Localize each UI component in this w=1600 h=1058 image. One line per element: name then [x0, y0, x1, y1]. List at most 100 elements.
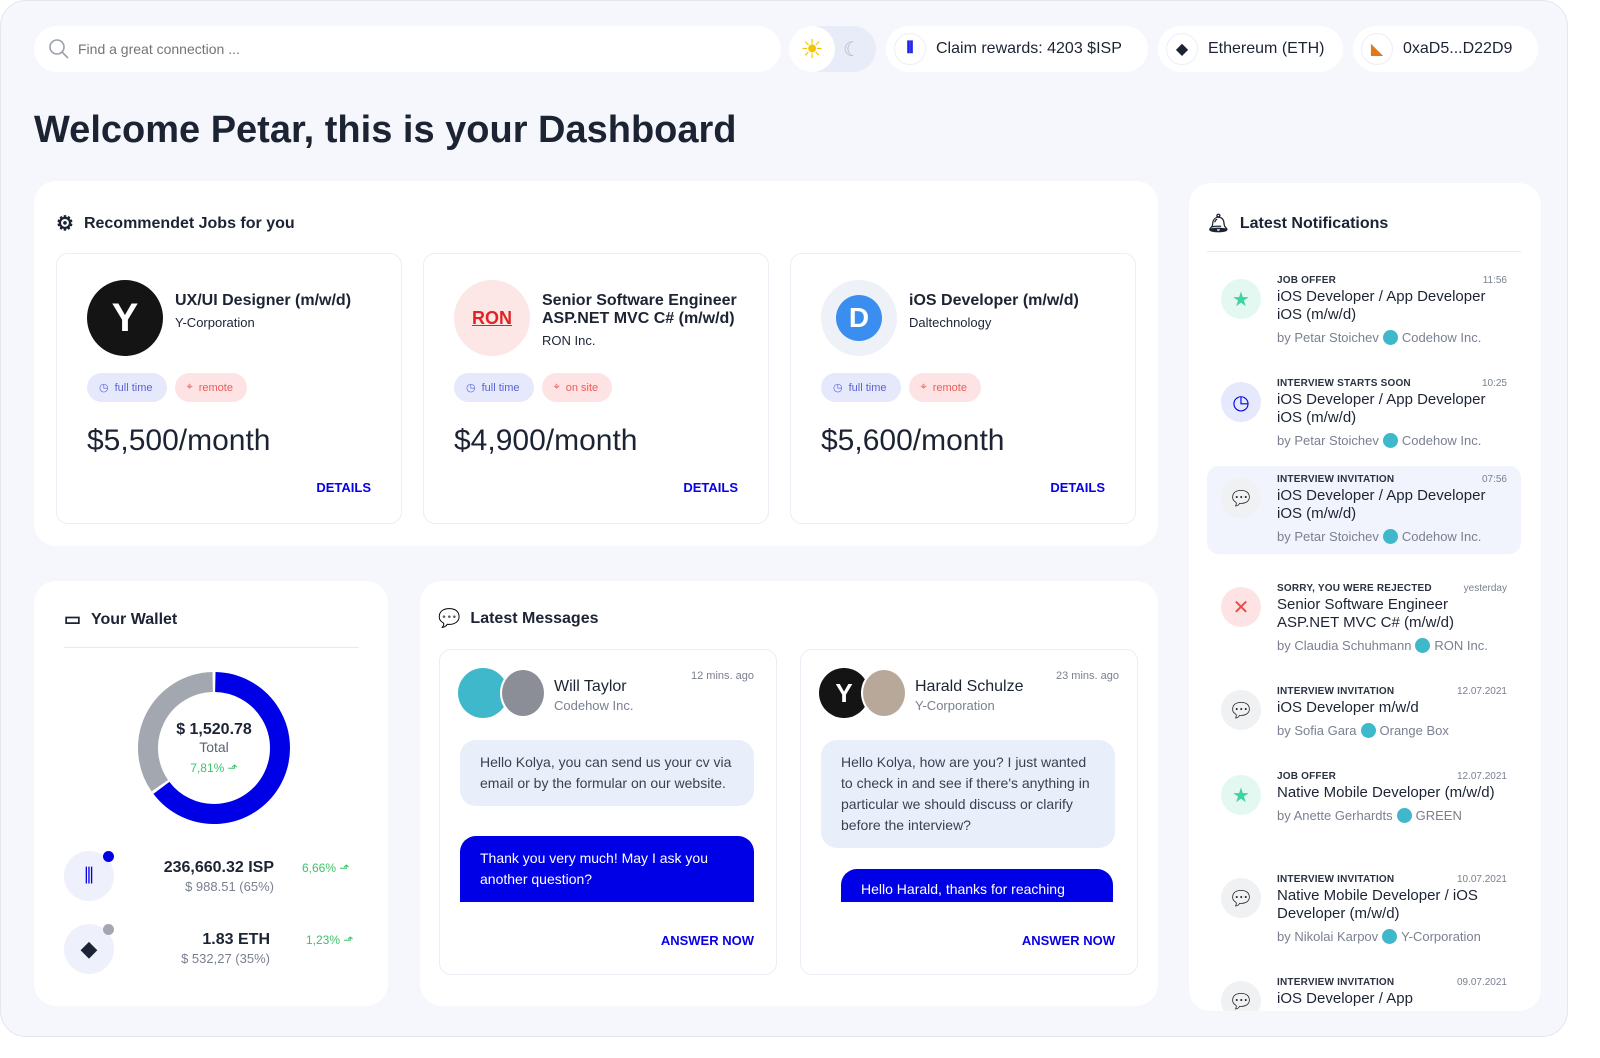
salary: $5,500/month	[87, 424, 271, 457]
donut-slice-eth	[138, 672, 214, 792]
job-title: Senior Software Engineer ASP.NET MVC C# …	[542, 292, 737, 327]
details-link[interactable]: DETAILS	[683, 480, 738, 495]
notification-company: GREEN	[1415, 808, 1462, 823]
notification-company: Codehow Inc.	[1401, 529, 1482, 544]
notification-author: by Claudia Schuhmann	[1277, 638, 1412, 653]
asset-amount: 1.83 ETH	[202, 931, 270, 948]
location-pin-icon: ⌖	[920, 381, 927, 393]
job-card[interactable]: D iOS Developer (m/w/d) Daltechnology ◷ fu…	[790, 253, 1136, 524]
theme-toggle[interactable]: ☀ ☾	[789, 26, 876, 72]
claim-rewards-button[interactable]: ⦀ Claim rewards: 4203 $ISP	[886, 26, 1148, 72]
notification-company: Y-Corporation	[1401, 929, 1481, 944]
notification-kind: INTERVIEW INVITATION	[1277, 474, 1395, 485]
company-logo	[458, 668, 508, 718]
incoming-message: Hello Kolya, how are you? I just wanted …	[821, 740, 1115, 848]
network-selector[interactable]: ◆ Ethereum (ETH)	[1158, 26, 1343, 72]
notification-title: iOS Developer / App Developer iOS (m/w/d…	[1277, 288, 1486, 323]
company-name: Daltechnology	[909, 315, 992, 330]
details-link[interactable]: DETAILS	[316, 480, 371, 495]
clock-icon: ◷	[1221, 382, 1261, 422]
bell-icon: 🔔︎	[1207, 213, 1230, 233]
message-card[interactable]: Will Taylor Codehow Inc. 12 mins. ago He…	[439, 649, 777, 975]
asset-value: $ 532,27 (35%)	[181, 951, 270, 966]
message-time: 12 mins. ago	[691, 670, 754, 682]
answer-now-button[interactable]: ANSWER NOW	[1021, 933, 1115, 948]
wallet-total-label: Total	[199, 739, 229, 755]
notification-title: iOS Developer m/w/d	[1277, 699, 1419, 716]
notification-company: Codehow Inc.	[1401, 433, 1482, 448]
message-time: 23 mins. ago	[1056, 670, 1119, 682]
notification-item[interactable]: ✕ SORRY, YOU WERE REJECTED yesterday Sen…	[1207, 575, 1521, 663]
asset-amount: 236,660.32 ISP	[163, 859, 274, 876]
recommended-jobs-panel: ⚙ Recommendet Jobs for you Y UX/UI Design…	[34, 181, 1158, 546]
answer-now-button[interactable]: ANSWER NOW	[660, 933, 754, 948]
panel-title: Latest Notifications	[1239, 214, 1389, 232]
notification-item[interactable]: ★ JOB OFFER 11:56 iOS Developer / App De…	[1207, 267, 1521, 355]
location-pin-icon: ⌖	[186, 381, 193, 393]
chat-bubble-icon: 💬	[438, 608, 461, 628]
location-tag: ⌖ remote	[908, 373, 981, 402]
notification-kind: INTERVIEW INVITATION	[1277, 874, 1395, 885]
company-logo	[1382, 433, 1398, 448]
reject-x-icon: ✕	[1221, 587, 1261, 627]
clock-icon: ◷	[466, 382, 476, 394]
sun-icon[interactable]: ☀	[789, 26, 835, 72]
network-label: Ethereum (ETH)	[1208, 40, 1325, 57]
app-window: ☀ ☾ ⦀ Claim rewards: 4203 $ISP ◆ Ethereu…	[0, 0, 1568, 1037]
ethereum-icon: ◆	[64, 924, 114, 974]
moon-icon[interactable]: ☾	[843, 38, 861, 61]
search-icon	[49, 39, 69, 59]
interview-chat-icon: 💬︎	[1221, 981, 1261, 1011]
notification-author: by Petar Stoichev	[1277, 433, 1379, 448]
outgoing-message: Hello Harald, thanks for reaching	[841, 869, 1113, 902]
notification-item[interactable]: 💬︎ INTERVIEW INVITATION 07:56 iOS Develo…	[1207, 466, 1521, 554]
notification-title: Native Mobile Developer (m/w/d)	[1277, 784, 1495, 801]
wallet-address-button[interactable]: ◣ 0xaD5...D22D9	[1353, 26, 1538, 72]
salary: $4,900/month	[454, 424, 638, 457]
metamask-fox-icon: ◣	[1361, 33, 1393, 65]
messages-panel: 💬 Latest Messages Will Taylor Codehow Inc…	[420, 581, 1158, 1006]
notification-item[interactable]: 💬︎ INTERVIEW INVITATION 09.07.2021 iOS D…	[1207, 969, 1521, 1011]
notification-kind: JOB OFFER	[1277, 771, 1337, 782]
panel-title: Latest Messages	[470, 609, 599, 627]
wallet-icon: ▭	[64, 609, 82, 629]
company-logo	[1360, 723, 1376, 738]
job-type-tag: ◷ full time	[821, 373, 901, 402]
company-logo	[1382, 529, 1398, 544]
notification-time: 09.07.2021	[1456, 977, 1507, 988]
wallet-change: 7,81% ⬏	[190, 761, 238, 775]
details-link[interactable]: DETAILS	[1050, 480, 1105, 495]
sender-name: Harald Schulze	[915, 678, 1024, 695]
ethereum-icon: ◆	[1166, 33, 1198, 65]
notification-item[interactable]: 💬︎ INTERVIEW INVITATION 10.07.2021 Nativ…	[1207, 866, 1521, 954]
notification-time: 12.07.2021	[1456, 686, 1507, 697]
asset-change: 6,66% ⬏	[302, 861, 350, 875]
clock-icon: ◷	[99, 382, 109, 394]
star-icon: ★	[1221, 775, 1261, 815]
notification-time: 10:25	[1481, 378, 1507, 389]
notification-item[interactable]: 💬︎ INTERVIEW INVITATION 12.07.2021 iOS D…	[1207, 678, 1521, 748]
company-logo: Y	[87, 280, 163, 356]
notification-item[interactable]: ◷ INTERVIEW STARTS SOON 10:25 iOS Develo…	[1207, 370, 1521, 458]
gear-badge-icon: ⚙	[56, 213, 74, 235]
outgoing-message: Thank you very much! May I ask you anoth…	[460, 836, 754, 902]
company-logo	[1382, 929, 1398, 944]
notification-title: Native Mobile Developer / iOS Developer …	[1277, 887, 1478, 922]
wallet-address: 0xaD5...D22D9	[1403, 40, 1513, 57]
search-bar[interactable]	[34, 26, 781, 72]
incoming-message: Hello Kolya, you can send us your cv via…	[460, 740, 754, 806]
company-logo	[1415, 638, 1431, 653]
job-card[interactable]: Y UX/UI Designer (m/w/d) Y-Corporation ◷ f…	[56, 253, 402, 524]
message-card[interactable]: Y Harald Schulze Y-Corporation 23 mins. …	[800, 649, 1138, 975]
panel-title: Recommendet Jobs for you	[83, 214, 295, 232]
sender-company: Codehow Inc.	[554, 698, 634, 713]
search-input[interactable]	[78, 41, 678, 57]
notification-item[interactable]: ★ JOB OFFER 12.07.2021 Native Mobile Dev…	[1207, 763, 1521, 833]
notification-title: iOS Developer / App Developer iOS (m/w/d…	[1277, 391, 1486, 426]
job-title: UX/UI Designer (m/w/d)	[175, 292, 352, 309]
job-type-tag: ◷ full time	[454, 373, 534, 402]
panel-title: Your Wallet	[91, 610, 178, 628]
notification-kind: SORRY, YOU WERE REJECTED	[1277, 583, 1432, 594]
avatar	[500, 668, 546, 718]
job-card[interactable]: RON Senior Software Engineer ASP.NET MVC…	[423, 253, 769, 524]
